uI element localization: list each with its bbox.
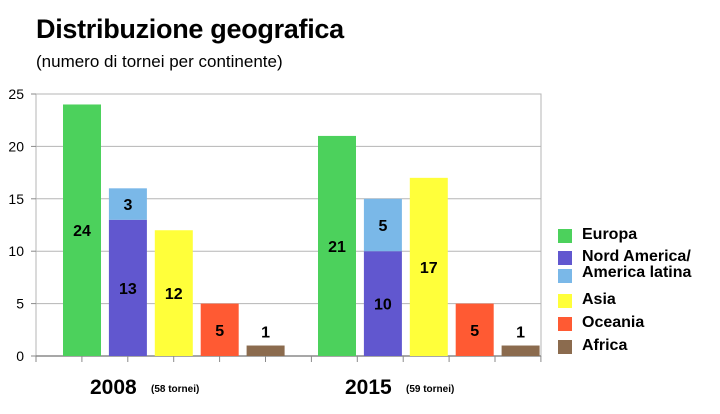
legend-swatch-asia [558,294,572,308]
legend-swatch-europa [558,229,572,243]
legend-label-asia: Asia [582,291,616,308]
data-label: 3 [123,197,132,214]
y-tick-label: 5 [16,296,24,312]
data-label: 13 [119,281,137,298]
legend-item-oceania: Oceania [558,314,718,331]
bar-segment [108,219,147,356]
chart-subtitle: (numero di tornei per continente) [36,52,283,71]
bar-segment [200,303,239,356]
legend-swatches-america [558,249,582,285]
legend-swatch-america-latina [558,269,572,283]
bar-segment [455,303,494,356]
x-group-label: 2008 [90,376,137,399]
legend-label-nord-america: Nord America/ [582,248,691,265]
bar-segment [363,198,402,252]
data-label: 21 [328,239,346,256]
y-tick-label: 0 [16,348,24,364]
bar-segment [63,104,101,356]
legend-swatch-africa [558,340,572,354]
legend: Europa Nord America/ America latina Asia… [558,226,718,360]
bar-segment [246,345,285,356]
x-group-label: 2015 [345,376,392,399]
data-label: 5 [470,323,479,340]
data-label: 5 [215,323,224,340]
legend-item-africa: Africa [558,337,718,354]
legend-label-africa: Africa [582,337,628,354]
data-label: 12 [165,286,183,303]
legend-swatch-nord-america [558,251,572,265]
legend-label-america: Nord America/ America latina [582,249,691,281]
bar-segment [154,230,193,356]
legend-item-america: Nord America/ America latina [558,249,718,285]
chart-title: Distribuzione geografica [36,14,344,44]
x-group-note: (59 tornei) [406,384,454,395]
legend-item-europa: Europa [558,226,718,243]
legend-swatch-oceania [558,317,572,331]
bar-segment [409,177,448,356]
data-label: 10 [374,297,392,314]
data-label: 1 [261,325,270,342]
legend-label-america-latina: America latina [582,264,692,281]
bar-segment [363,251,402,356]
bar-segment [108,188,147,220]
legend-label-oceania: Oceania [582,314,645,331]
data-label: 17 [420,260,438,277]
legend-item-asia: Asia [558,291,718,308]
data-label: 24 [73,223,91,240]
y-tick-label: 20 [8,138,24,154]
data-label: 1 [516,325,525,342]
legend-label-europa: Europa [582,226,638,243]
data-label: 5 [378,218,387,235]
y-tick-label: 10 [8,243,24,259]
y-tick-label: 15 [8,191,24,207]
y-tick-label: 25 [8,86,24,102]
bar-segment [318,135,356,356]
bar-segment [501,345,540,356]
x-group-note: (58 tornei) [151,384,199,395]
